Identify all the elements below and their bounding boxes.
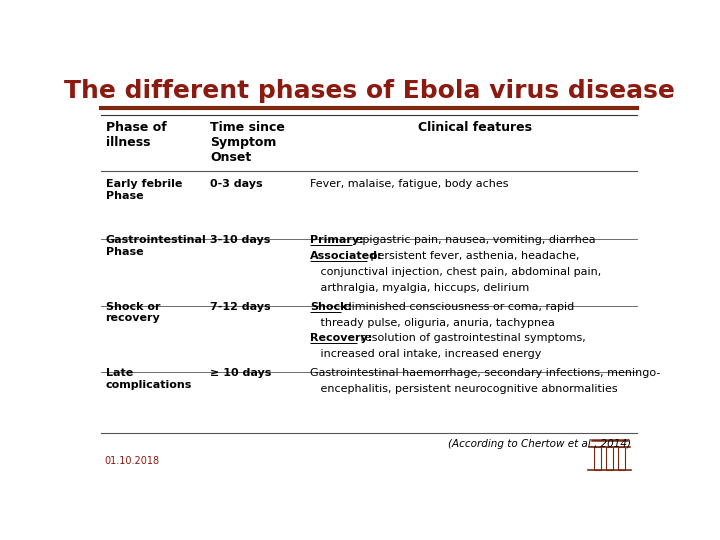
Text: Shock or
recovery: Shock or recovery [106, 302, 161, 323]
Text: Clinical features: Clinical features [418, 121, 532, 134]
Text: Late
complications: Late complications [106, 368, 192, 390]
Text: Early febrile
Phase: Early febrile Phase [106, 179, 182, 201]
Text: Recovery:: Recovery: [310, 333, 373, 343]
Text: increased oral intake, increased energy: increased oral intake, increased energy [310, 349, 541, 359]
Text: 7-12 days: 7-12 days [210, 302, 271, 312]
Bar [606, 447, 613, 470]
Bar [618, 447, 626, 470]
Text: The different phases of Ebola virus disease: The different phases of Ebola virus dise… [63, 79, 675, 103]
Text: ≥ 10 days: ≥ 10 days [210, 368, 271, 379]
Text: Primary:: Primary: [310, 235, 364, 245]
Text: Phase of
illness: Phase of illness [106, 121, 166, 149]
Text: 01.10.2018: 01.10.2018 [104, 456, 159, 467]
Text: Time since
Symptom
Onset: Time since Symptom Onset [210, 121, 285, 164]
Text: arthralgia, myalgia, hiccups, delirium: arthralgia, myalgia, hiccups, delirium [310, 282, 530, 293]
Text: Shock:: Shock: [310, 302, 352, 312]
Text: Gastrointestinal haemorrhage, secondary infections, meningo-: Gastrointestinal haemorrhage, secondary … [310, 368, 661, 379]
Text: (According to Chertow et al., 2014): (According to Chertow et al., 2014) [449, 439, 631, 449]
Text: Fever, malaise, fatigue, body aches: Fever, malaise, fatigue, body aches [310, 179, 509, 189]
Text: 0-3 days: 0-3 days [210, 179, 263, 189]
Text: diminished consciousness or coma, rapid: diminished consciousness or coma, rapid [341, 302, 575, 312]
Text: persistent fever, asthenia, headache,: persistent fever, asthenia, headache, [367, 251, 580, 261]
Text: Gastrointestinal
Phase: Gastrointestinal Phase [106, 235, 207, 257]
Bar [593, 447, 601, 470]
Text: epigastric pain, nausea, vomiting, diarrhea: epigastric pain, nausea, vomiting, diarr… [352, 235, 595, 245]
Text: 3-10 days: 3-10 days [210, 235, 270, 245]
Text: conjunctival injection, chest pain, abdominal pain,: conjunctival injection, chest pain, abdo… [310, 267, 602, 277]
Text: encephalitis, persistent neurocognitive abnormalities: encephalitis, persistent neurocognitive … [310, 384, 618, 394]
Text: resolution of gastrointestinal symptoms,: resolution of gastrointestinal symptoms, [357, 333, 585, 343]
Text: thready pulse, oliguria, anuria, tachypnea: thready pulse, oliguria, anuria, tachypn… [310, 318, 555, 328]
Text: Associated:: Associated: [310, 251, 383, 261]
